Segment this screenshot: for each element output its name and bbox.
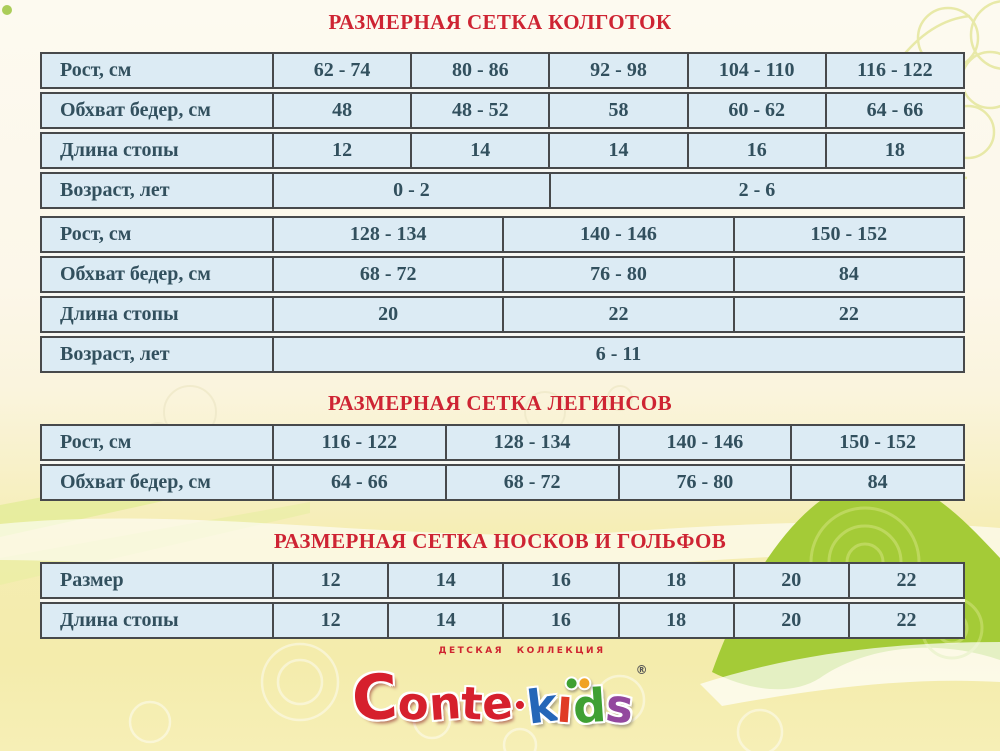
table-row: Обхват бедер, см 64 - 66 68 - 72 76 - 80 84 [40,464,965,501]
tights-section-title: РАЗМЕРНАЯ СЕТКА КОЛГОТОК [328,10,672,34]
value-cell: 20 [732,564,848,597]
value-cell: 140 - 146 [502,218,732,251]
row-header-cell: Рост, см [60,59,132,81]
table-row: Длина стопы 12 14 16 18 20 22 [40,602,965,639]
row-header-cell: Длина стопы [60,303,179,325]
table-row: Рост, см 116 - 122 128 - 134 140 - 146 150 -… [40,424,965,461]
value-cell: 76 - 80 [617,466,791,499]
leggings-section-title: РАЗМЕРНАЯ СЕТКА ЛЕГИНСОВ [327,391,673,415]
value-cell: 116 - 122 [272,426,445,459]
row-header-cell: Возраст, лет [60,179,170,201]
row-header-cell: Возраст, лет [60,343,170,365]
value-cell: 76 - 80 [502,258,732,291]
tights-size-table-upper: Рост, см 62 - 74 80 - 86 92 - 98 104 - 110 11… [40,52,965,209]
value-cell: 18 [824,134,963,167]
value-cell: 14 [410,134,548,167]
value-cell: 150 - 152 [732,218,963,251]
value-cell: 18 [617,564,733,597]
value-cell: 92 - 98 [548,54,686,87]
value-cell: 12 [272,134,410,167]
table-row: Размер 12 14 16 18 20 22 [40,562,965,599]
value-cell: 16 [502,564,617,597]
value-cell: 22 [847,564,963,597]
value-cell: 20 [272,298,502,331]
value-cell: 16 [686,134,825,167]
value-cell: 150 - 152 [790,426,963,459]
socks-section-title: РАЗМЕРНАЯ СЕТКА НОСКОВ И ГОЛЬФОВ [273,529,727,553]
value-cell: 68 - 72 [272,258,502,291]
value-cell: 14 [387,604,502,637]
value-cell: 20 [732,604,848,637]
row-header-cell: Длина стопы [60,609,179,631]
value-cell: 64 - 66 [272,466,445,499]
row-header-cell: Размер [60,569,124,591]
value-cell: 22 [847,604,963,637]
value-cell: 2 - 6 [548,174,963,207]
value-cell: 68 - 72 [444,466,618,499]
tights-size-table-lower: Рост, см 128 - 134 140 - 146 150 - 152 Обхва… [40,216,965,373]
value-cell: 128 - 134 [444,426,618,459]
logo-brand-letter: n [427,675,463,732]
row-header-cell: Рост, см [60,223,132,245]
value-cell: 12 [272,564,387,597]
value-cell: 80 - 86 [410,54,548,87]
value-cell: 48 - 52 [410,94,548,127]
value-cell: 6 - 11 [272,338,963,371]
logo-tagline: ДЕТСКАЯ КОЛЛЕКЦИЯ [438,646,606,656]
table-row: Длина стопы 12 14 14 16 18 [40,132,965,169]
registered-trademark-icon: ® [635,663,648,677]
value-cell: 60 - 62 [686,94,825,127]
row-header-cell: Обхват бедер, см [60,263,211,285]
value-cell: 140 - 146 [617,426,791,459]
value-cell: 128 - 134 [272,218,502,251]
table-row: Рост, см 128 - 134 140 - 146 150 - 152 [40,216,965,253]
value-cell: 12 [272,604,387,637]
value-cell: 16 [502,604,617,637]
table-row: Обхват бедер, см 48 48 - 52 58 60 - 62 64 - 6… [40,92,965,129]
socks-size-table: Размер 12 14 16 18 20 22 Длина стопы 12 14 16 18 20 2… [40,562,965,639]
logo-kids-letter: s [603,677,637,735]
value-cell: 62 - 74 [272,54,410,87]
logo-kids-word: kı d s [524,675,637,735]
logo-brand-letter: e [480,675,516,732]
value-cell: 104 - 110 [686,54,825,87]
table-row: Длина стопы 20 22 22 [40,296,965,333]
logo-kids-letter: d [571,675,608,734]
value-cell: 58 [548,94,686,127]
leggings-size-table: Рост, см 116 - 122 128 - 134 140 - 146 150 -… [40,424,965,501]
value-cell: 18 [617,604,733,637]
table-row: Обхват бедер, см 68 - 72 76 - 80 84 [40,256,965,293]
logo-brand-letter: o [395,675,432,732]
table-row: Возраст, лет 6 - 11 [40,336,965,373]
row-header-cell: Обхват бедер, см [60,99,211,121]
value-cell: 84 [790,466,963,499]
white-wave-bottomright [700,642,1000,706]
row-header-cell: Рост, см [60,431,132,453]
value-cell: 14 [548,134,686,167]
logo-dot-separator: • [513,687,526,724]
value-cell: 116 - 122 [824,54,963,87]
row-header-cell: Длина стопы [60,139,179,161]
table-row: Рост, см 62 - 74 80 - 86 92 - 98 104 - 110 11… [40,52,965,89]
value-cell: 84 [732,258,963,291]
value-cell: 48 [272,94,410,127]
value-cell: 0 - 2 [272,174,549,207]
logo-brand-letter: C [350,659,400,736]
logo-brand-word: Conte [350,659,516,736]
row-header-cell: Обхват бедер, см [60,471,211,493]
logo-wordmark: Conte • kı d s ® [310,657,690,736]
value-cell: 22 [732,298,963,331]
value-cell: 64 - 66 [824,94,963,127]
value-cell: 22 [502,298,732,331]
conte-kids-logo: ДЕТСКАЯ КОЛЛЕКЦИЯ Conte • kı d s ® [310,646,690,736]
logo-letter-dot [577,675,593,691]
value-cell: 14 [387,564,502,597]
